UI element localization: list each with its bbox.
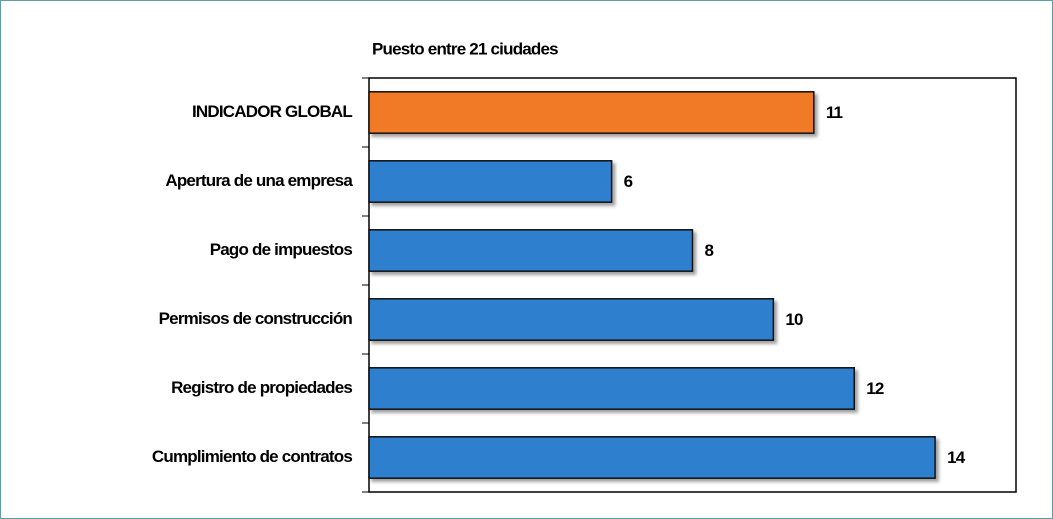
bar bbox=[368, 160, 613, 203]
y-tick-label: Registro de propiedades bbox=[171, 378, 352, 397]
data-label: 6 bbox=[624, 172, 633, 191]
bar bbox=[368, 91, 815, 134]
data-label: 10 bbox=[785, 310, 803, 329]
data-label: 8 bbox=[705, 241, 714, 260]
bar bbox=[368, 229, 694, 272]
data-label: 11 bbox=[826, 103, 843, 122]
bar bbox=[368, 436, 936, 479]
bar bbox=[368, 298, 775, 341]
chart-title: Puesto entre 21 ciudades bbox=[372, 39, 558, 58]
data-label: 12 bbox=[866, 379, 884, 398]
y-tick-label: Cumplimiento de contratos bbox=[152, 447, 352, 466]
y-tick-label: Permisos de construcción bbox=[159, 309, 353, 328]
y-tick-label: Apertura de una empresa bbox=[165, 171, 353, 190]
data-label: 14 bbox=[947, 448, 966, 467]
y-tick-label: INDICADOR GLOBAL bbox=[192, 102, 352, 121]
y-tick-label: Pago de impuestos bbox=[210, 240, 353, 259]
bar bbox=[368, 367, 855, 410]
